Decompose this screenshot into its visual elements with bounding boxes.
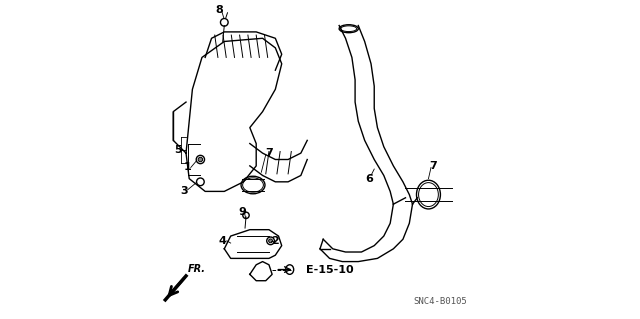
Text: 4: 4 xyxy=(219,236,227,246)
Text: 3: 3 xyxy=(180,186,188,197)
Text: FR.: FR. xyxy=(188,264,205,274)
Text: 1: 1 xyxy=(184,162,191,173)
Text: 7: 7 xyxy=(429,161,437,171)
Text: 6: 6 xyxy=(365,174,373,184)
Text: 7: 7 xyxy=(265,148,273,158)
Text: 5: 5 xyxy=(174,145,182,155)
Text: 8: 8 xyxy=(216,4,223,15)
Text: E-15-10: E-15-10 xyxy=(306,264,353,275)
Circle shape xyxy=(198,157,203,162)
Text: SNC4-B0105: SNC4-B0105 xyxy=(413,297,467,306)
Text: 2: 2 xyxy=(271,236,279,246)
Text: 9: 9 xyxy=(239,207,247,217)
Circle shape xyxy=(269,239,273,243)
